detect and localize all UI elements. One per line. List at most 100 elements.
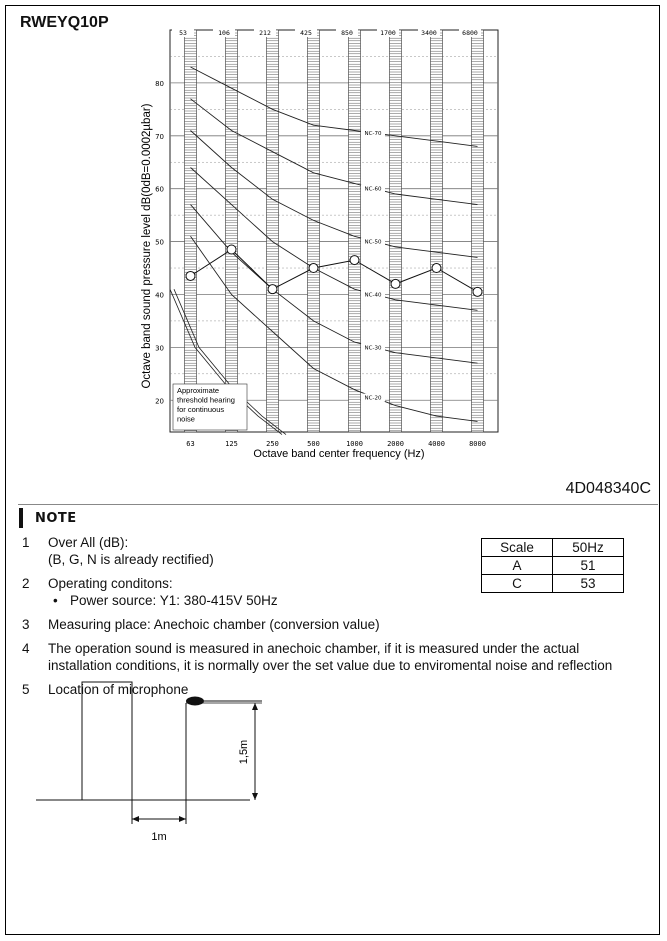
nc-curve (190, 66, 478, 147)
note-text: (B, G, N is already rectified) (48, 552, 214, 567)
nc-label: NC-70 (365, 131, 382, 137)
note-item-3: 3 Measuring place: Anechoic chamber (con… (18, 616, 638, 633)
top-band-label: 425 (300, 29, 312, 37)
threshold-label: threshold hearing (177, 396, 235, 405)
data-point (390, 278, 401, 289)
arrow-icon (179, 816, 186, 822)
arrow-icon (252, 793, 258, 800)
top-band-label: 53 (179, 29, 187, 37)
note-item-4: 4 The operation sound is measured in ane… (18, 640, 638, 674)
nc-label: NC-60 (365, 187, 382, 193)
x-tick-label: 500 (307, 440, 320, 448)
y-tick-label: 80 (155, 80, 164, 88)
notes-list: 1 Over All (dB): (B, G, N is already rec… (18, 534, 638, 705)
note-number: 1 (22, 535, 30, 550)
threshold-label-box (172, 383, 248, 431)
nc-label: NC-20 (365, 396, 382, 402)
nc-label: NC-40 (365, 292, 382, 298)
data-point (308, 263, 319, 274)
note-number: 3 (22, 617, 30, 632)
threshold-label: noise (177, 415, 195, 424)
height-label: 1,5m (238, 740, 250, 764)
nc-label-bg (361, 237, 385, 246)
table-row: C 53 (481, 574, 624, 593)
nc-curve (190, 204, 478, 364)
unit-outline (81, 681, 133, 801)
data-point (349, 255, 360, 266)
note-item-5: 5 Location of microphone (18, 681, 638, 698)
x-axis-label: Octave band center frequency (Hz) (253, 448, 424, 460)
note-item-2: 2 Operating conditons: • Power source: Y1… (18, 575, 638, 609)
table-cell: 53 (552, 574, 624, 593)
y-tick-label: 20 (155, 397, 164, 405)
top-band-label-bg (254, 29, 276, 37)
note-marker (19, 508, 23, 528)
x-tick-label: 63 (186, 440, 194, 448)
x-tick-label: 125 (225, 440, 238, 448)
measured-series-line (190, 248, 478, 293)
nc-curve (190, 236, 478, 422)
y-axis-label: Octave band sound pressure level dB(0dB=… (141, 103, 153, 388)
threshold-label: Approximate (177, 386, 219, 395)
data-point (431, 263, 442, 274)
data-point (267, 284, 278, 295)
note-text: Measuring place: Anechoic chamber (conve… (48, 617, 380, 632)
y-tick-label: 70 (155, 133, 164, 141)
nc-curve (190, 167, 478, 311)
data-point (185, 270, 196, 281)
note-number: 5 (22, 682, 30, 697)
nc-label-bg (361, 290, 385, 299)
top-band-label: 212 (259, 29, 271, 37)
threshold-label: for continuous (177, 405, 224, 414)
top-band-label: 1700 (380, 29, 396, 37)
y-tick-label: 40 (155, 291, 164, 299)
divider (18, 504, 658, 505)
plot-frame (169, 29, 499, 433)
top-band-label: 106 (218, 29, 230, 37)
top-band-label-bg (172, 29, 194, 37)
top-band-label-bg (377, 29, 399, 37)
nc-label-bg (361, 184, 385, 193)
nc-label: NC-30 (365, 345, 382, 351)
note-item-1: 1 Over All (dB): (B, G, N is already rec… (18, 534, 638, 568)
data-point (472, 286, 483, 297)
note-number: 2 (22, 576, 30, 591)
data-point (226, 244, 237, 255)
note-text: Over All (dB): (48, 535, 129, 550)
bullet-icon: • (53, 593, 58, 608)
model-title: RWEYQ10P (20, 14, 109, 31)
x-tick-label: 4000 (428, 440, 445, 448)
note-subitem: • Power source: Y1: 380-415V 50Hz (48, 592, 638, 609)
microphone-icon (186, 696, 204, 706)
document-code: 4D048340C (565, 480, 651, 497)
table-header-row: Scale 50Hz (481, 538, 624, 557)
x-tick-label: 1000 (346, 440, 363, 448)
distance-label: 1m (151, 831, 166, 843)
nc-label-bg (361, 343, 385, 352)
y-tick-label: 30 (155, 344, 164, 352)
nc-label: NC-50 (365, 240, 382, 246)
x-tick-label: 250 (266, 440, 279, 448)
top-band-label: 6800 (462, 29, 478, 37)
top-band-label: 850 (341, 29, 353, 37)
note-subtext: Power source: Y1: 380-415V 50Hz (70, 593, 278, 608)
x-tick-label: 8000 (469, 440, 486, 448)
x-tick-label: 2000 (387, 440, 404, 448)
page-frame (5, 5, 660, 935)
top-band-label-bg (213, 29, 235, 37)
top-band-label-bg (336, 29, 358, 37)
arrow-icon (132, 816, 139, 822)
arrow-icon (252, 703, 258, 710)
note-text: Operating conditons: (48, 576, 173, 591)
nc-label-bg (361, 129, 385, 138)
note-number: 4 (22, 641, 30, 656)
y-tick-label: 60 (155, 186, 164, 194)
scale-table: Scale 50Hz A 51 C 53 (481, 538, 624, 593)
note-text: Location of microphone (48, 682, 189, 697)
note-text: The operation sound is measured in anech… (48, 641, 613, 673)
nc-curve (190, 130, 478, 258)
top-band-label-bg (459, 29, 481, 37)
nc-curve (190, 98, 478, 206)
top-band-label-bg (295, 29, 317, 37)
